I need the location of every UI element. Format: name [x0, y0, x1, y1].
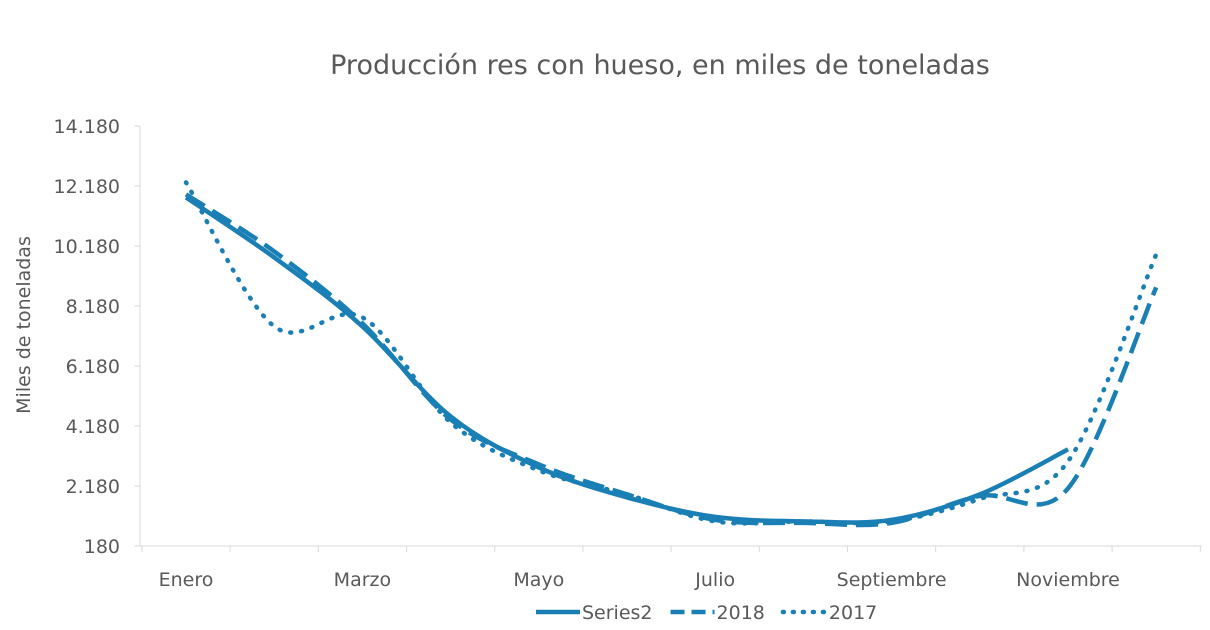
series-lines	[183, 180, 1159, 528]
x-tick-label: Julio	[694, 569, 735, 591]
y-tick-label: 10.180	[54, 236, 120, 258]
y-tick-label: 180	[84, 536, 120, 558]
y-tick-label: 6.180	[66, 356, 120, 378]
axes: 14.180 12.180 10.180 8.180 6.180 4.180 2.180 18…	[54, 116, 1202, 591]
y-tick-label: 4.180	[66, 416, 120, 438]
series-line-series2	[184, 195, 1070, 525]
legend: Series2 2018 2017	[536, 602, 877, 624]
y-tick-label: 14.180	[54, 116, 120, 138]
y-tick-label: 2.180	[66, 476, 120, 498]
x-tick-label: Mayo	[513, 569, 564, 591]
x-tick-label: Septiembre	[837, 569, 947, 591]
chart-title: Producción res con hueso, en miles de to…	[330, 50, 990, 81]
y-tick-label: 12.180	[54, 176, 120, 198]
x-tick-label: Marzo	[334, 569, 391, 591]
x-tick-label: Enero	[159, 569, 214, 591]
y-tick-label: 8.180	[66, 296, 120, 318]
legend-label: Series2	[582, 602, 653, 624]
y-axis-label: Miles de toneladas	[13, 236, 35, 414]
series-line-2017	[183, 180, 1159, 526]
legend-label: 2017	[829, 602, 877, 624]
series-line-2018	[184, 192, 1159, 528]
x-tick-label: Noviembre	[1016, 569, 1120, 591]
legend-label: 2018	[717, 602, 765, 624]
